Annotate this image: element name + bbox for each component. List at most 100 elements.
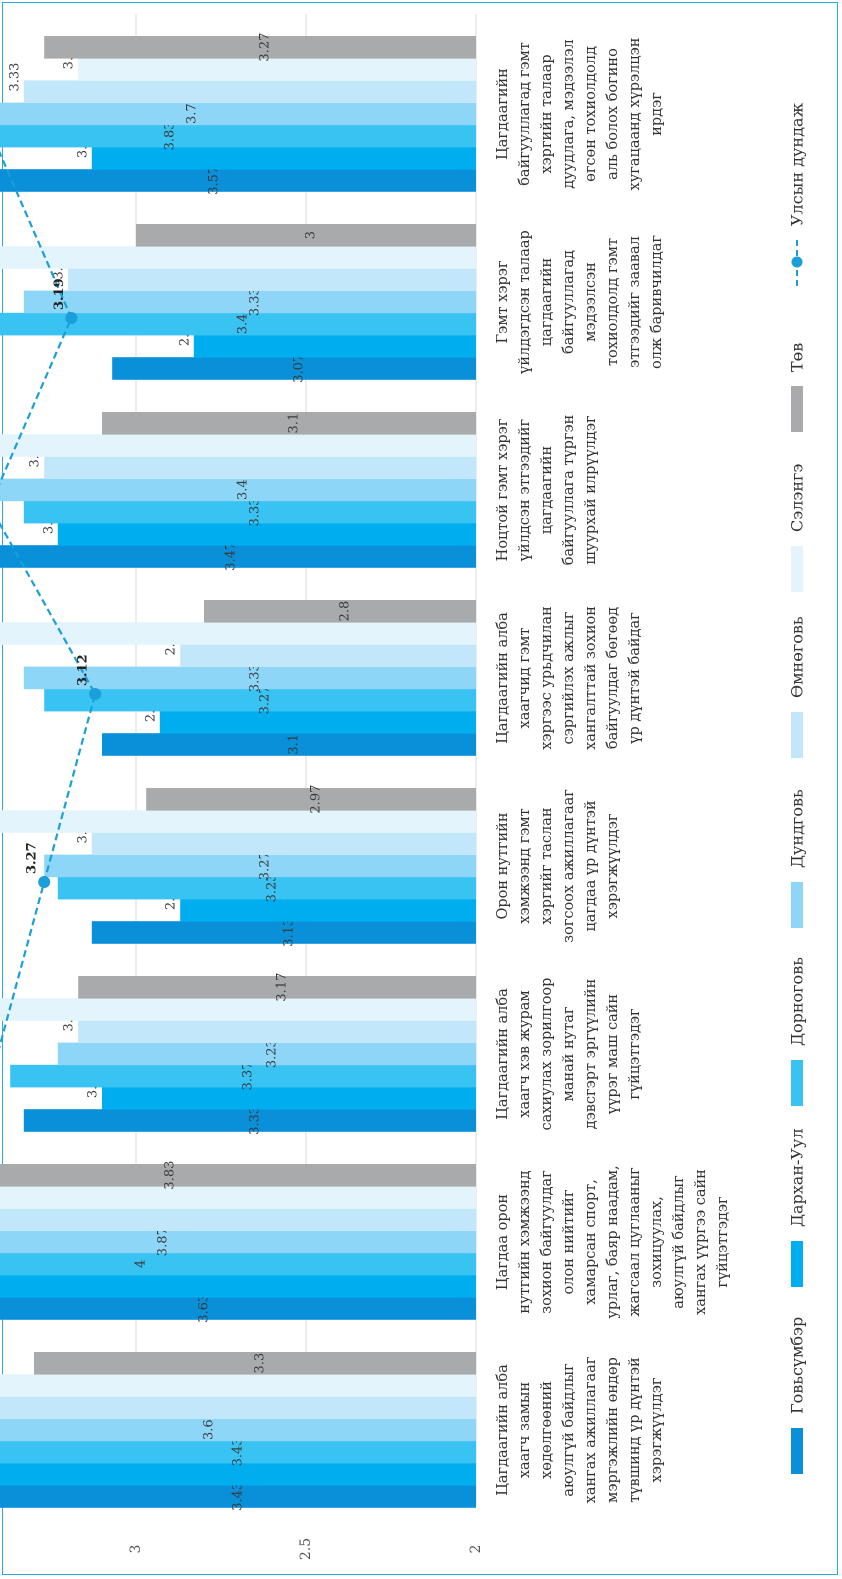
data-label: 3.7 <box>185 103 200 124</box>
bar <box>0 312 477 336</box>
bar <box>102 733 476 756</box>
category-label-line: хугацаанд хүрэлцэн <box>627 38 643 191</box>
bar <box>102 1087 476 1110</box>
category-label-line: хэргээс урьдчилан <box>539 606 555 750</box>
bar <box>0 1440 477 1464</box>
data-label: 3.87 <box>156 1227 171 1256</box>
bar <box>0 478 477 502</box>
bar <box>0 169 476 192</box>
category-label-line: хэмжээнд гэмт <box>517 808 533 923</box>
legend-item: Дархан-Уул <box>788 1128 807 1287</box>
data-label: 3.17 <box>275 973 290 1002</box>
data-label: 3.4 <box>236 314 251 335</box>
category-label-line: шуурхай илрүүлдэг <box>583 415 599 564</box>
category-label-line: хамарсан спорт, <box>583 1179 599 1305</box>
bar <box>34 1352 476 1375</box>
legend-item: Дорноговь <box>788 957 807 1106</box>
bar <box>23 80 477 103</box>
bar <box>0 622 476 645</box>
category-label-line: байгууллагад <box>561 250 577 354</box>
bar <box>102 412 476 435</box>
category-label-line: байгуулдаг бөгөөд <box>605 607 621 749</box>
category-label-line: байгууллагад гэмт <box>517 42 533 186</box>
data-label: 2.8 <box>338 601 353 622</box>
bar <box>204 600 476 623</box>
bar <box>180 899 476 922</box>
category-label: Цагдаагийн байгууллагад гэмт хэргийн талаа… <box>495 38 665 191</box>
category-label-line: нутгийн хэмжээнд <box>517 1170 533 1313</box>
legend-swatch <box>791 1241 803 1287</box>
bar <box>0 1418 476 1442</box>
data-label: 3 <box>304 231 319 239</box>
category-label-line: хангах үүргээ сайн <box>693 1169 709 1315</box>
category-label: Ноцтой гэмт хэрэг үйлдсэн этгээдийг цагдаа… <box>495 415 599 566</box>
bar <box>0 1208 477 1231</box>
category-label-line: Ноцтой гэмт хэрэг <box>495 419 511 562</box>
data-label: 3.33 <box>7 63 22 92</box>
data-label: 3.1 <box>287 734 302 755</box>
bar <box>44 854 476 878</box>
data-label: 3.83 <box>162 1161 177 1190</box>
data-label: 4 <box>134 1260 149 1268</box>
category-label-line: цагдаагийн <box>539 446 555 534</box>
category-label-line: үйлдсэн этгээдийг <box>517 419 533 562</box>
bar <box>23 290 477 314</box>
data-label: 3.43 <box>230 1437 245 1466</box>
bar <box>23 1109 477 1132</box>
bar <box>91 147 477 170</box>
data-label: 3.07 <box>292 354 307 383</box>
category-label-line: аль болох богино <box>605 48 621 180</box>
category-label-line: хэрэгжүүлдэг <box>605 814 621 919</box>
legend-swatch <box>791 1060 803 1106</box>
data-label: 3.23 <box>264 873 279 902</box>
average-point <box>89 688 102 700</box>
category-label-line: ирдэг <box>649 92 665 136</box>
bar <box>0 1374 477 1397</box>
category-label-line: Цагдаагийн алба <box>495 1364 511 1496</box>
legend-label: Улсын дундаж <box>788 103 807 226</box>
category-label-line: байгууллага түргэн <box>561 415 577 566</box>
bar <box>68 268 476 291</box>
legend-label: Өмнөговь <box>788 616 807 698</box>
category-label: Цагдаа орон нутгийн хэмжээнд зохион байгуу… <box>495 1165 731 1318</box>
category-label-line: цагдаагийн <box>539 258 555 346</box>
data-label: 3.1 <box>287 413 302 434</box>
category-label-line: Цагдаагийн алба <box>495 988 511 1120</box>
data-label: 3.47 <box>224 542 239 571</box>
data-label: 3.4 <box>236 479 251 500</box>
category-label-line: мэдээлсэн <box>583 262 599 342</box>
data-label: 3.27 <box>258 33 273 62</box>
legend-swatch <box>791 546 803 592</box>
data-label: 2.97 <box>309 785 324 814</box>
category-label-line: мэргэжлийн өндөр <box>605 1357 621 1503</box>
bar <box>44 688 476 712</box>
category-label-line: үүрэг маш сайн <box>605 994 621 1115</box>
category-label-line: аюулгүй байдлыг <box>561 1363 577 1496</box>
bar <box>0 998 477 1021</box>
legend-item: Сэлэнгэ <box>788 464 807 592</box>
bar <box>23 500 477 524</box>
category-label: Гэмт хэрэг үйлдэгдсэн талаар цагдаагийн бай… <box>495 230 665 375</box>
bar <box>0 545 476 568</box>
category-label: Цагдаагийн алба хаагч хэв журам сахиулах з… <box>495 978 643 1131</box>
legend-swatch <box>791 386 803 432</box>
bar <box>0 1252 476 1276</box>
bar <box>44 456 476 479</box>
bar <box>159 711 477 734</box>
legend-marker <box>791 256 803 268</box>
category-label-line: хангалттай зохион <box>583 606 599 750</box>
category-label-line: олон нийтийг <box>561 1190 577 1295</box>
bar <box>0 1230 476 1254</box>
data-label: 3.23 <box>264 1039 279 1068</box>
legend-swatch <box>791 712 803 758</box>
legend-item: Улсын дундаж <box>788 103 807 286</box>
legend-item: Төв <box>788 343 807 432</box>
legend-label: Дархан-Уул <box>788 1128 807 1227</box>
bar <box>0 1297 477 1320</box>
average-point <box>65 312 78 324</box>
category-label-line: хаагч хэв журам <box>517 990 533 1117</box>
y-tick-label: 2.5 <box>298 1538 314 1560</box>
average-label: 3.27 <box>25 842 40 874</box>
